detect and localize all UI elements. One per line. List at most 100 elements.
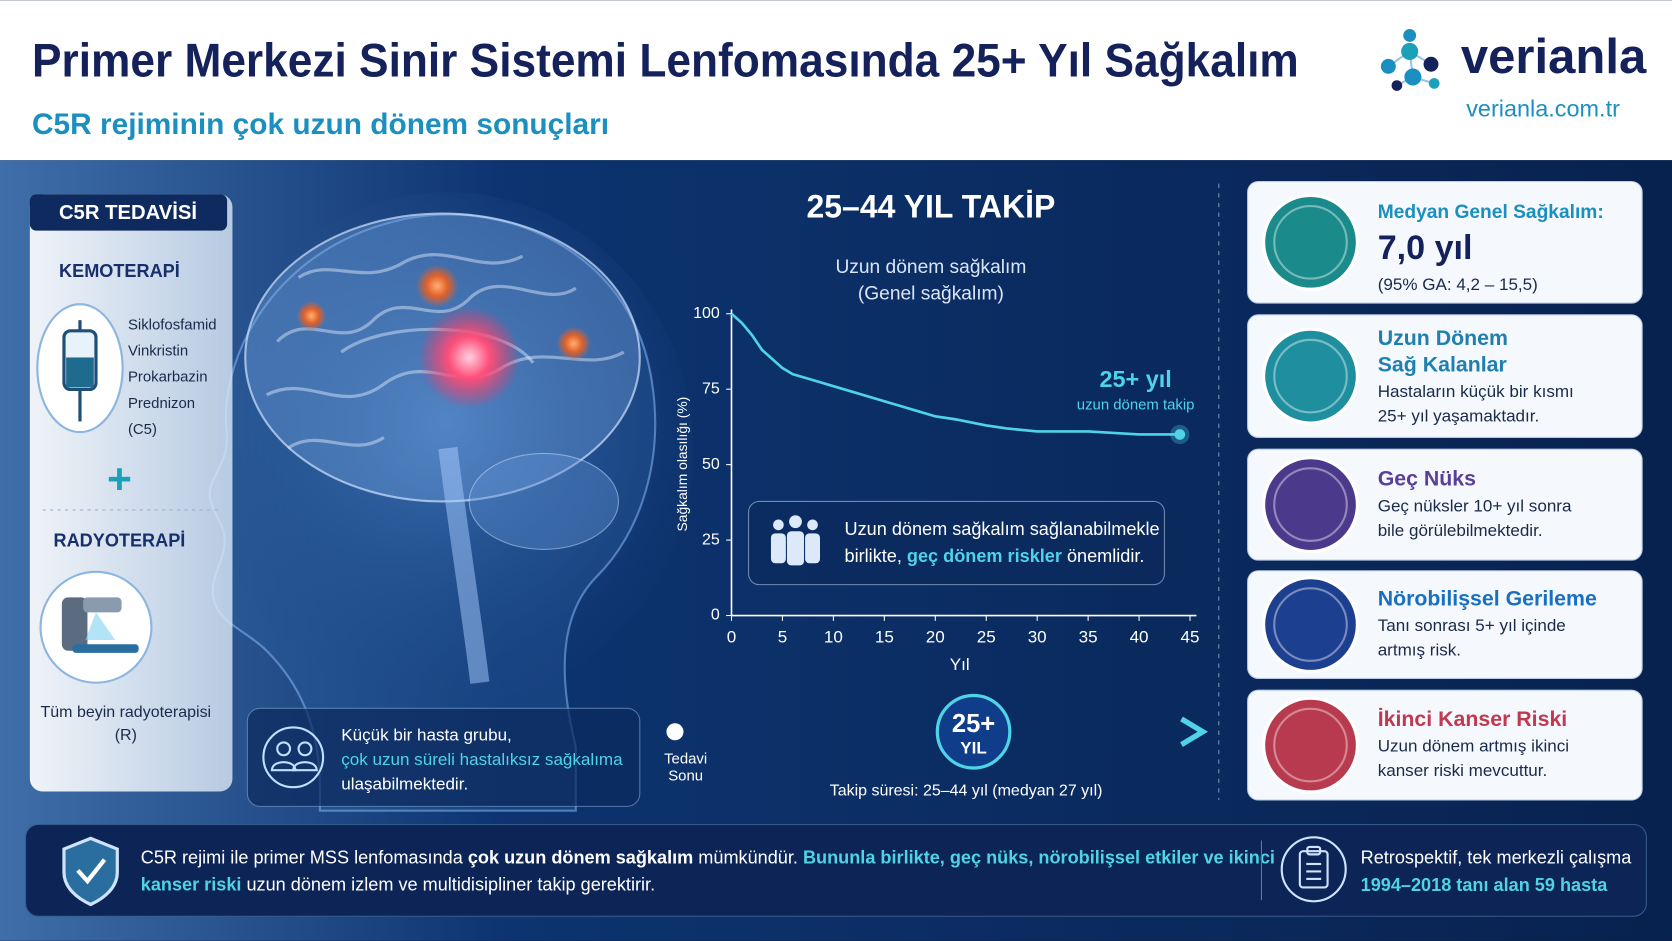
footer-text: C5R rejimi ile primer MSS lenfomasında <box>141 847 468 867</box>
y-tick-label: 100 <box>693 305 720 322</box>
footer-highlight: kanser riski <box>141 874 242 894</box>
card-text: bile görülebilmektedir. <box>1378 521 1543 540</box>
y-tick-label: 25 <box>702 531 720 548</box>
x-tick-label: 35 <box>1079 627 1098 646</box>
header-bg <box>0 0 1672 161</box>
x-tick-label: 0 <box>727 627 736 646</box>
timeline-start: Tedavi <box>664 750 707 767</box>
chart-subtitle: Uzun dönem sağkalım <box>835 257 1026 278</box>
brand-url[interactable]: verianla.com.tr <box>1466 95 1620 121</box>
card-text: kanser riski mevcuttur. <box>1378 761 1548 780</box>
card-text: (95% GA: 4,2 – 15,5) <box>1378 275 1538 294</box>
footer-highlight: Bununla birlikte, geç nüks, nörobilişsel… <box>803 847 1275 867</box>
footer-box <box>25 823 1647 917</box>
x-tick-label: 20 <box>926 627 945 646</box>
card-icon-ring <box>1273 467 1348 542</box>
card-text: Geç nüksler 10+ yıl sonra <box>1378 496 1572 515</box>
brain-illustration <box>202 192 694 812</box>
card-text: 25+ yıl yaşamaktadır. <box>1378 407 1540 426</box>
card-icon-ring <box>1273 204 1348 280</box>
card-title: Geç Nüks <box>1378 467 1476 491</box>
study-design: Retrospektif, tek merkezli çalışma <box>1361 847 1633 867</box>
callout-line: Küçük bir hasta grubu, <box>341 726 512 745</box>
study-patients: 1994–2018 tanı alan 59 hasta <box>1361 875 1609 895</box>
callout-box <box>246 707 641 807</box>
page-title: Primer Merkezi Sinir Sistemi Lenfomasınd… <box>32 35 1299 87</box>
clipboard-icon <box>1280 836 1347 903</box>
x-tick-label: 5 <box>778 627 787 646</box>
end-point <box>1174 429 1186 440</box>
x-tick-label: 25 <box>977 627 996 646</box>
note-highlight: geç dönem riskler <box>907 546 1062 566</box>
card-icon <box>1261 696 1360 794</box>
brand: verianla <box>1461 30 1647 84</box>
annotation: 25+ yıl <box>1099 366 1171 392</box>
card-title: Medyan Genel Sağkalım: <box>1378 202 1604 223</box>
y-tick-label: 50 <box>702 456 720 473</box>
drug: Siklofosfamid <box>128 316 217 333</box>
x-axis-label: Yıl <box>950 655 970 674</box>
people-icon <box>770 515 821 566</box>
drug: (C5) <box>128 421 157 438</box>
chart-subtitle: (Genel sağkalım) <box>858 284 1004 305</box>
card-text: artmış risk. <box>1378 641 1461 660</box>
y-tick-label: 0 <box>711 607 720 624</box>
x-tick-label: 30 <box>1028 627 1047 646</box>
page-subtitle: C5R rejiminin çok uzun dönem sonuçları <box>32 108 609 141</box>
card-icon-ring <box>1273 707 1348 783</box>
callout-highlight: çok uzun süreli hastalıksız sağkalıma <box>341 750 623 769</box>
card-icon-ring <box>1273 587 1348 662</box>
footer-line: kanser riski uzun dönem izlem ve multidi… <box>141 874 655 894</box>
note-text: önemlidir. <box>1062 546 1145 566</box>
footer-text: mümkündür. <box>693 847 803 867</box>
y-axis-label: Sağkalım olasılığı (%) <box>674 397 690 532</box>
card-text: Uzun dönem artmış ikinci <box>1378 737 1569 756</box>
iv-icon <box>36 303 124 434</box>
note-line: birlikte, geç dönem riskler önemlidir. <box>845 546 1145 566</box>
card-title: İkinci Kanser Riski <box>1378 707 1568 731</box>
logo-icon <box>1380 29 1440 91</box>
chart-title: 25–44 YIL TAKİP <box>807 189 1056 225</box>
card-icon <box>1261 193 1360 291</box>
footer-text: uzun dönem izlem ve multidisipliner taki… <box>241 874 655 894</box>
drug: Prednizon <box>128 395 195 412</box>
radio-title: RADYOTERAPİ <box>54 531 186 551</box>
card-value: 7,0 yıl <box>1378 229 1473 267</box>
note-box <box>748 500 1165 586</box>
card-text: Tanı sonrası 5+ yıl içinde <box>1378 616 1566 635</box>
footer-line: C5R rejimi ile primer MSS lenfomasında ç… <box>141 847 1275 867</box>
annotation: uzun dönem takip <box>1077 396 1195 413</box>
footer-bold: çok uzun dönem sağkalım <box>468 847 693 867</box>
x-tick-label: 45 <box>1181 627 1200 646</box>
drug: Prokarbazin <box>128 369 208 386</box>
x-tick-label: 40 <box>1130 627 1149 646</box>
card-title: Nörobilişsel Gerileme <box>1378 587 1597 611</box>
card-icon <box>1261 456 1360 554</box>
treatment-badge <box>29 194 228 231</box>
survival-curve <box>730 312 1180 436</box>
y-tick-label: 75 <box>702 380 720 397</box>
x-tick-label: 10 <box>824 627 843 646</box>
drug: Vinkristin <box>128 343 188 360</box>
group-icon <box>262 726 325 789</box>
card-title: Uzun Dönem <box>1378 326 1508 350</box>
treatment-badge-text: C5R TEDAVİSİ <box>59 201 197 224</box>
plus: + <box>107 455 132 503</box>
radiotherapy-icon <box>39 570 153 684</box>
radio-desc: (R) <box>115 727 137 744</box>
note-line: Uzun dönem sağkalım sağlanabilmekle <box>845 519 1160 539</box>
radio-desc: Tüm beyin radyoterapisi <box>41 704 212 721</box>
shield-icon <box>62 836 119 907</box>
timeline-badge: 25+ <box>952 710 995 738</box>
callout-line: ulaşabilmektedir. <box>341 775 468 794</box>
card-icon <box>1261 327 1360 425</box>
card-text: Hastaların küçük bir kısmı <box>1378 382 1574 401</box>
timeline <box>666 693 1208 770</box>
card-title: Sağ Kalanlar <box>1378 353 1507 377</box>
x-tick-label: 15 <box>875 627 894 646</box>
note-text: birlikte, <box>845 546 907 566</box>
card-icon-ring <box>1273 338 1348 414</box>
timeline-caption: Takip süresi: 25–44 yıl (medyan 27 yıl) <box>830 783 1103 800</box>
timeline-start: Sonu <box>668 767 703 784</box>
chemo-title: KEMOTERAPİ <box>59 261 180 281</box>
